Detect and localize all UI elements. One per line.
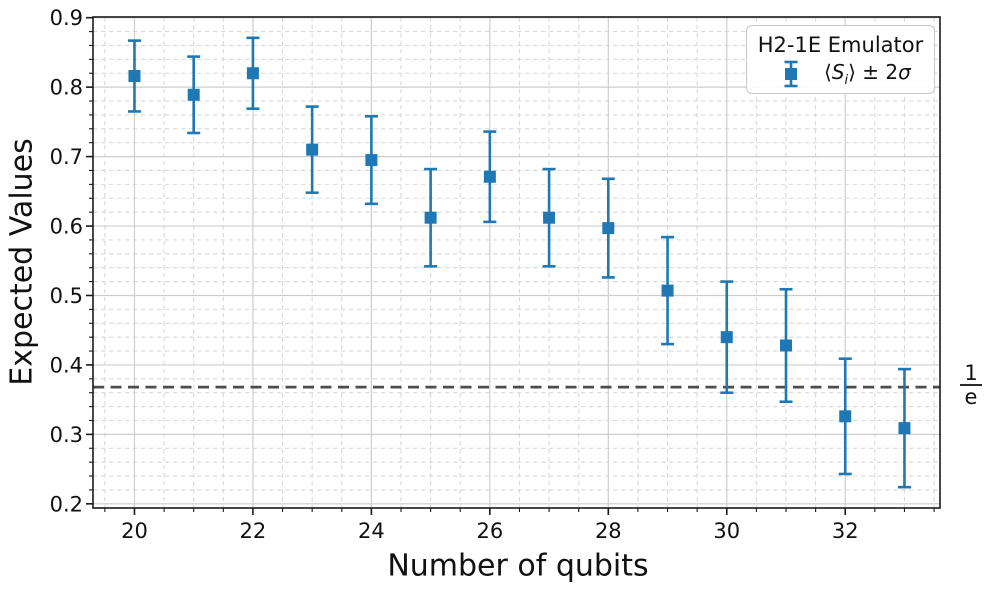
data-point-marker [483, 170, 496, 183]
y-axis-label: Expected Values [4, 138, 40, 386]
y-tick-label: 0.2 [50, 492, 83, 516]
y-tick-label: 0.6 [50, 215, 83, 239]
fraction-denominator: e [960, 384, 982, 408]
data-point-marker [365, 154, 378, 167]
y-tick-label: 0.4 [50, 353, 83, 377]
x-tick-label: 22 [240, 519, 267, 543]
legend-marker-square [785, 68, 797, 80]
fraction-numerator: 1 [964, 361, 978, 385]
data-point-marker [187, 88, 200, 101]
data-point-marker [898, 422, 911, 435]
y-tick-label: 0.7 [50, 145, 83, 169]
legend-title: H2-1E Emulator [757, 33, 924, 57]
data-point-marker [246, 67, 259, 80]
legend: H2-1E Emulator ⟨Si⟩ ± 2σ [746, 25, 935, 94]
data-point-marker [780, 339, 792, 352]
legend-entry-label: ⟨Si⟩ ± 2σ [824, 60, 911, 88]
data-point-marker [720, 331, 733, 344]
y-tick-label: 0.8 [50, 76, 83, 100]
x-tick-label: 26 [476, 519, 503, 543]
data-point-marker [424, 211, 437, 224]
y-tick-label: 0.3 [50, 423, 83, 447]
x-tick-label: 24 [358, 519, 385, 543]
data-point-marker [661, 284, 674, 297]
errorbar-marker-icon [784, 60, 798, 88]
x-tick-label: 28 [595, 519, 622, 543]
x-tick-label: 32 [832, 519, 859, 543]
data-point-marker [128, 70, 141, 83]
data-point-marker [839, 410, 852, 423]
x-axis-label: Number of qubits [387, 548, 649, 584]
data-point-marker [306, 143, 319, 156]
y-tick-label: 0.5 [50, 284, 83, 308]
x-tick-label: 30 [713, 519, 740, 543]
plot-border [92, 16, 941, 509]
legend-entry: ⟨Si⟩ ± 2σ [778, 59, 934, 89]
data-point-marker [543, 211, 556, 224]
y-tick-label: 0.9 [50, 6, 83, 30]
x-tick-label: 20 [121, 519, 148, 543]
one-over-e-label: 1 e [957, 362, 985, 408]
data-point-marker [602, 222, 615, 235]
